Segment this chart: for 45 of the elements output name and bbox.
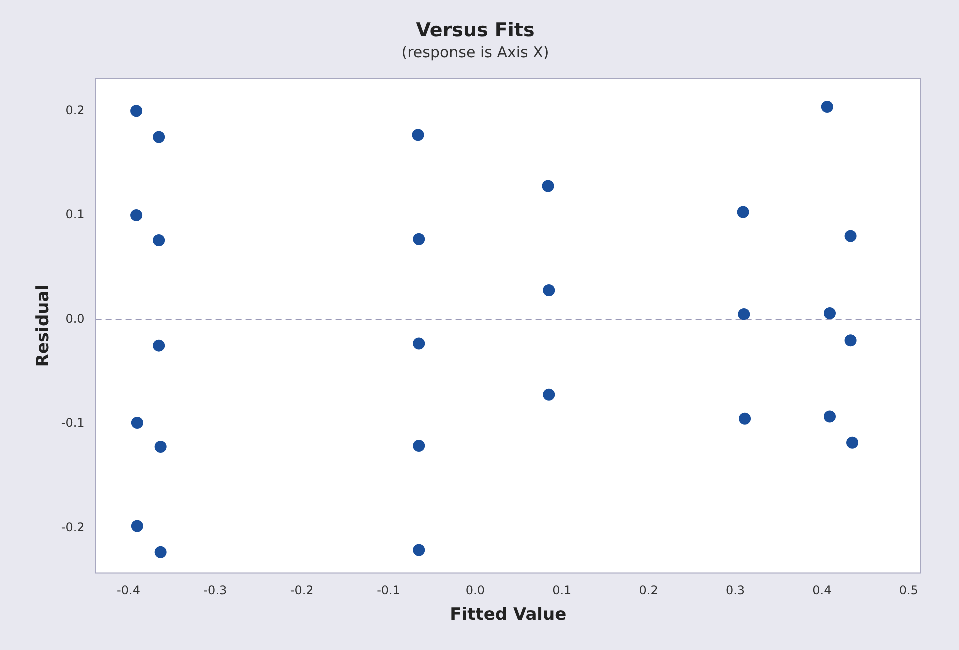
point	[413, 440, 426, 452]
x-tick-label: 0.4	[812, 584, 832, 598]
x-tick-label: -0.4	[117, 584, 140, 598]
y-tick-label: -0.1	[61, 416, 85, 430]
point	[153, 131, 166, 144]
chart-title: Versus Fits	[416, 19, 535, 42]
x-tick-label: 0.2	[639, 584, 658, 598]
point	[824, 410, 836, 423]
point	[844, 230, 857, 242]
point	[543, 388, 556, 401]
point	[131, 520, 144, 532]
point	[153, 234, 166, 246]
x-tick-label: -0.2	[290, 584, 314, 598]
point	[738, 308, 750, 321]
point	[131, 417, 144, 430]
chart-subtitle: (response is Axis X)	[402, 44, 550, 62]
y-tick-label: 0.0	[66, 312, 85, 326]
point	[413, 338, 426, 350]
point	[737, 206, 750, 218]
point	[739, 412, 752, 425]
point	[821, 100, 834, 113]
y-axis-title: Residual	[34, 284, 54, 368]
x-axis-title: Fitted Value	[450, 605, 567, 626]
point	[412, 129, 424, 142]
y-tick-label: 0.1	[66, 208, 85, 222]
x-tick-label: -0.1	[377, 584, 400, 598]
point	[130, 105, 143, 118]
point	[154, 546, 167, 558]
x-tick-label: 0.0	[466, 584, 486, 598]
x-tick-label: -0.3	[204, 584, 228, 598]
point	[413, 233, 426, 246]
x-tick-label: 0.3	[726, 584, 746, 598]
point	[153, 340, 166, 352]
point	[542, 180, 554, 192]
point	[824, 307, 836, 320]
point	[844, 334, 857, 347]
point	[543, 284, 556, 297]
point	[154, 440, 167, 453]
x-tick-label: 0.1	[552, 584, 572, 598]
y-tick-label: 0.2	[66, 103, 85, 118]
point	[130, 209, 143, 222]
point	[413, 544, 426, 556]
x-tick-label: 0.5	[899, 584, 918, 598]
point	[846, 436, 859, 449]
y-tick-label: -0.2	[61, 520, 85, 534]
